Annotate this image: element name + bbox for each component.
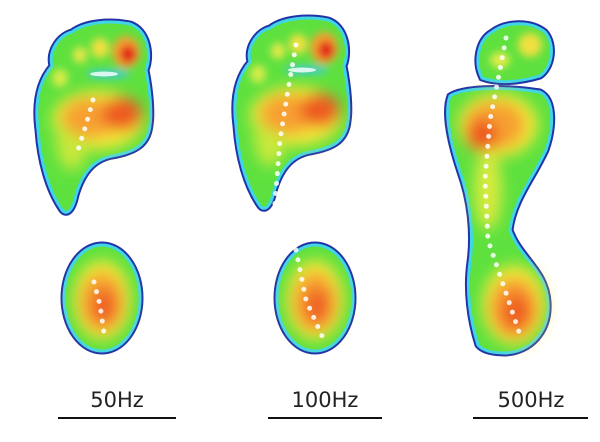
panel-label: 500Hz [498,388,565,412]
pressure-map-100hz [235,18,353,351]
panel-label: 100Hz [292,388,359,412]
pressure-map-50hz [37,22,151,351]
pressure-map-500hz [444,20,556,357]
panel-label: 50Hz [90,388,144,412]
labels: 50Hz 100Hz 500Hz [58,388,588,419]
